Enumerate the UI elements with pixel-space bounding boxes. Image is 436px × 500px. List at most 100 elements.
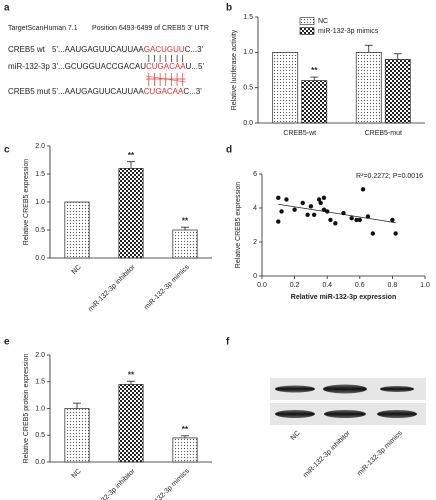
sequence-name: CREB5 wt bbox=[8, 45, 46, 54]
y-tick-label: 0.5 bbox=[35, 227, 45, 234]
point bbox=[300, 200, 305, 206]
y-tick-label: 1.5 bbox=[35, 379, 45, 386]
significance: ** bbox=[182, 425, 189, 434]
point bbox=[284, 197, 289, 202]
sequence-left: 3'...GCUGGUACCGACAU bbox=[52, 62, 146, 71]
mismatch-line bbox=[145, 75, 186, 83]
blot-band bbox=[275, 385, 315, 393]
blot-band bbox=[377, 410, 417, 418]
point bbox=[325, 209, 330, 214]
point bbox=[321, 195, 327, 200]
x-tick-label: miR-132-3p inhibitor bbox=[87, 467, 137, 500]
bar bbox=[172, 229, 198, 259]
x-tick-label: 0.2 bbox=[290, 282, 300, 289]
point bbox=[390, 217, 395, 223]
point bbox=[276, 195, 281, 200]
point bbox=[393, 231, 398, 236]
y-tick-label: 2.0 bbox=[35, 143, 45, 150]
point bbox=[316, 197, 322, 202]
legend-swatch bbox=[299, 27, 315, 35]
y-tick-label: 1.5 bbox=[243, 14, 253, 21]
x-tick-label: miR-132-3p mimics bbox=[143, 467, 191, 500]
point bbox=[365, 214, 371, 219]
panel-letter: e bbox=[4, 337, 10, 348]
blot-band bbox=[324, 410, 366, 418]
significance: ** bbox=[128, 370, 135, 379]
bar bbox=[64, 408, 90, 463]
y-tick-label: 6 bbox=[253, 171, 257, 178]
sequence-name: CREB5 mut bbox=[8, 87, 51, 96]
bar bbox=[384, 59, 411, 124]
x-tick-label: miR-132-3p inhibitor bbox=[87, 263, 137, 313]
blot-band bbox=[323, 384, 367, 394]
x-tick-label: CREB5-mut bbox=[365, 130, 402, 137]
x-tick-label: miR-132-3p mimics bbox=[143, 263, 191, 311]
source: TargetScanHuman 7.1 bbox=[8, 25, 78, 32]
x-axis-label: Relative miR-132-3p expression bbox=[291, 294, 396, 301]
point bbox=[292, 207, 297, 212]
y-tick-label: 0.5 bbox=[35, 432, 45, 439]
point bbox=[308, 204, 314, 209]
panel-letter: d bbox=[226, 145, 232, 156]
point bbox=[321, 207, 327, 212]
y-axis-label: Relative CREB5 expression bbox=[23, 159, 30, 245]
y-tick-label: 2.0 bbox=[35, 352, 45, 359]
y-tick-label: 4 bbox=[253, 205, 257, 212]
point bbox=[341, 210, 346, 216]
bar bbox=[118, 168, 144, 259]
sequence-left: 5'...AAUGAGUUCAUUAA bbox=[52, 45, 144, 54]
point bbox=[318, 200, 323, 206]
y-axis-label: Relative luciferase activity bbox=[231, 29, 238, 110]
y-tick-label: 1.0 bbox=[35, 405, 45, 412]
legend-label: miR-132-3p mimics bbox=[318, 28, 379, 35]
x-tick-label: 0.4 bbox=[322, 282, 332, 289]
point bbox=[333, 221, 338, 226]
sequence-site: GACUGUU bbox=[144, 45, 185, 54]
point bbox=[354, 217, 359, 223]
y-tick-label: 2 bbox=[253, 239, 257, 246]
x-tick-label: NC bbox=[71, 468, 83, 480]
blot-panel: f bbox=[226, 337, 426, 425]
y-axis-label: Relative CREB5 protein expression bbox=[23, 354, 30, 464]
x-tick-label: CREB5-wt bbox=[283, 130, 316, 137]
bar bbox=[172, 437, 198, 463]
significance: ** bbox=[182, 216, 189, 225]
y-tick-label: 0.0 bbox=[243, 120, 253, 127]
lane-label: miR-132-3p mimics bbox=[356, 429, 404, 477]
sequence-site: CUGACAA bbox=[144, 87, 184, 96]
point bbox=[311, 212, 317, 217]
point bbox=[328, 217, 333, 223]
blot-band bbox=[275, 410, 315, 418]
bar bbox=[272, 51, 299, 124]
position: Position 6493-6499 of CREB5 3' UTR bbox=[92, 25, 209, 32]
blot-band bbox=[380, 386, 414, 392]
significance: ** bbox=[128, 151, 135, 160]
y-tick-label: 0.0 bbox=[35, 255, 45, 262]
sequence-right: C...3' bbox=[183, 87, 202, 96]
y-tick-label: 1.0 bbox=[35, 199, 45, 206]
bar bbox=[301, 80, 328, 124]
bar bbox=[118, 384, 144, 463]
significance: ** bbox=[311, 66, 318, 75]
point bbox=[360, 187, 366, 192]
point bbox=[305, 212, 310, 217]
point bbox=[370, 231, 376, 236]
x-tick-label: 1.0 bbox=[420, 282, 430, 289]
panel-letter: b bbox=[226, 3, 232, 14]
y-tick-label: 1.5 bbox=[35, 171, 45, 178]
point bbox=[357, 217, 362, 223]
y-tick-label: 0.0 bbox=[35, 459, 45, 466]
sequence-site: CUGACAA bbox=[146, 62, 186, 71]
y-axis-label: Relative CREB5 expression bbox=[235, 182, 242, 268]
fit-line bbox=[278, 203, 396, 224]
point bbox=[279, 209, 284, 214]
point bbox=[276, 219, 281, 224]
legend-swatch bbox=[299, 17, 315, 25]
legend-label: NC bbox=[318, 18, 328, 25]
x-tick-label: 0.8 bbox=[388, 282, 398, 289]
sequence-right: C...3' bbox=[185, 45, 204, 54]
y-tick-label: 1.0 bbox=[243, 49, 253, 56]
bar bbox=[64, 201, 90, 259]
point bbox=[349, 216, 354, 221]
lane-label: miR-132-3p inhibitor bbox=[302, 429, 352, 479]
